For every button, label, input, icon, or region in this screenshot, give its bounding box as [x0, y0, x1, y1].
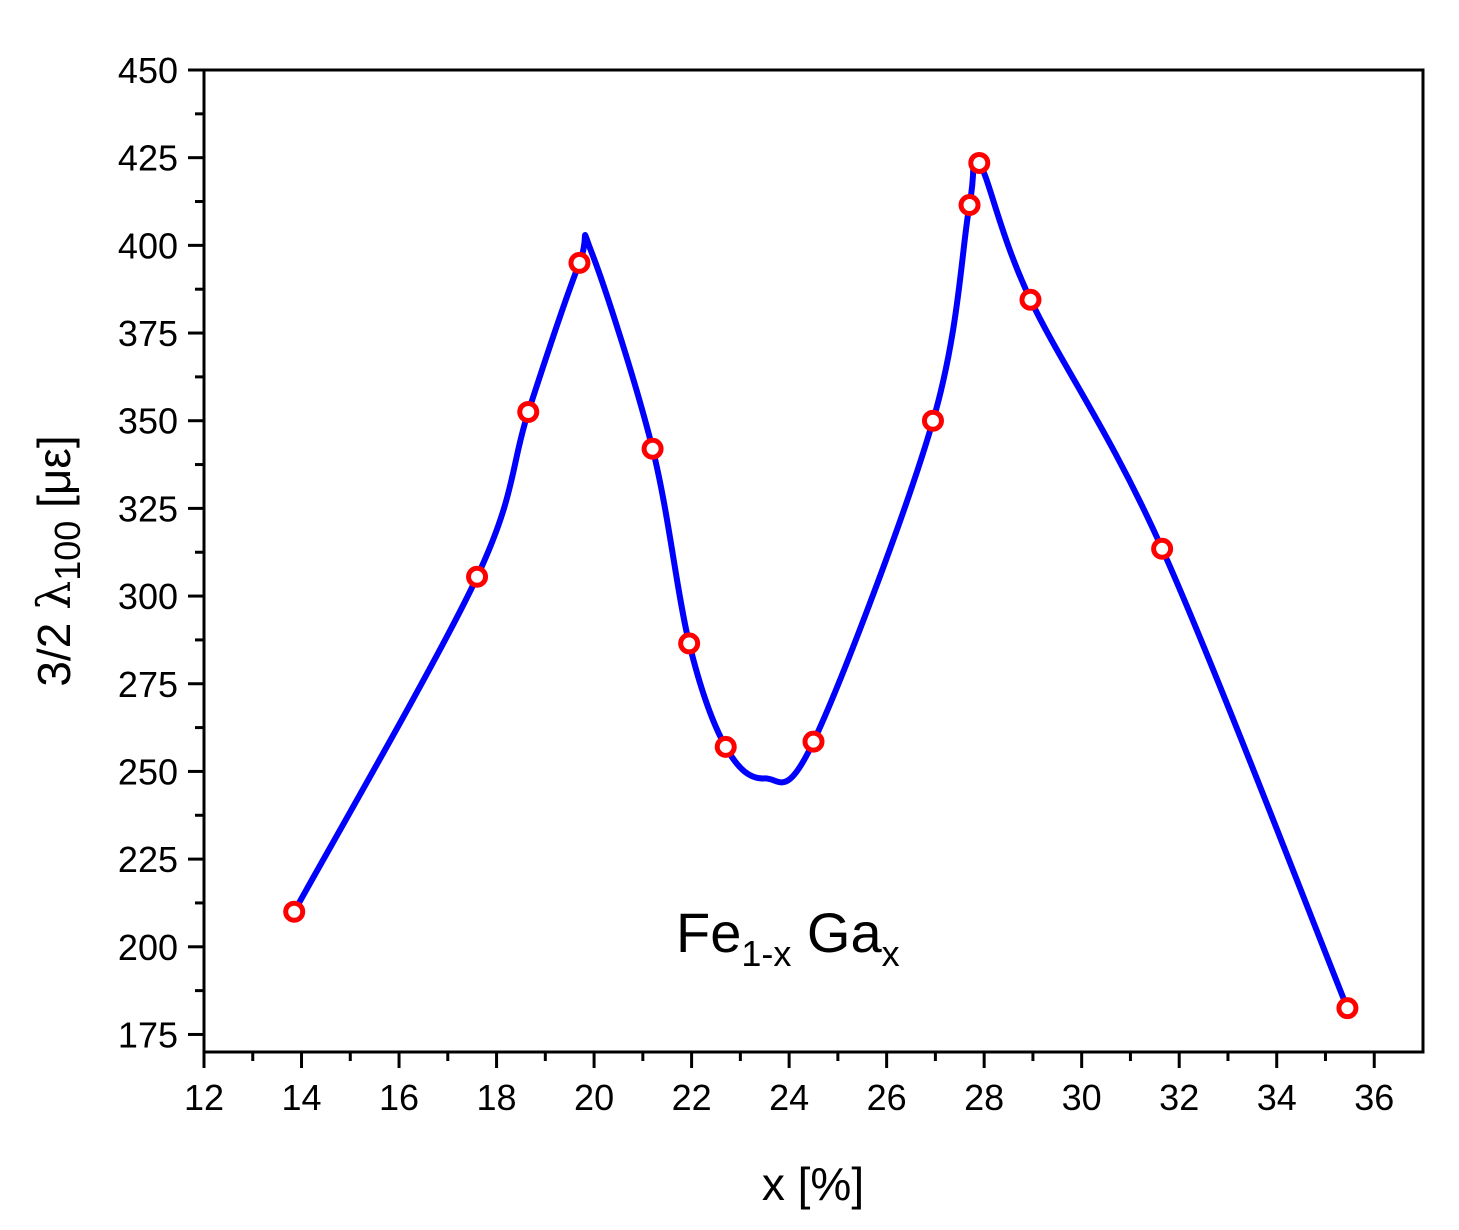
- y-axis-label-prefix: 3/2: [28, 610, 80, 687]
- data-point: [641, 437, 664, 460]
- y-tick-label: 225: [118, 839, 178, 880]
- data-point: [466, 565, 489, 588]
- y-tick-label: 250: [118, 751, 178, 792]
- x-tick-label: 36: [1354, 1077, 1394, 1118]
- formula-ga-subscript: x: [882, 933, 900, 974]
- x-tick-label: 24: [769, 1077, 809, 1118]
- data-point: [517, 400, 540, 423]
- y-axis-label: 3/2 λ100 [με]: [27, 435, 88, 686]
- y-tick-label: 175: [118, 1014, 178, 1055]
- data-point: [802, 730, 825, 753]
- x-tick-label: 14: [281, 1077, 321, 1118]
- data-point: [921, 409, 944, 432]
- data-point: [283, 900, 306, 923]
- fit-curve: [291, 153, 1351, 1012]
- y-axis-ticks: 175 200 225 250 275 300 325 350 375 400 425 450: [118, 50, 204, 1055]
- x-tick-label: 32: [1159, 1077, 1199, 1118]
- x-tick-label: 16: [379, 1077, 419, 1118]
- x-tick-label: 18: [477, 1077, 517, 1118]
- y-axis-label-symbol: λ: [27, 581, 81, 610]
- x-tick-label: 20: [574, 1077, 614, 1118]
- data-point: [958, 194, 981, 217]
- data-point: [968, 151, 991, 174]
- y-axis-label-subscript: 100: [47, 521, 88, 581]
- x-tick-label: 30: [1062, 1077, 1102, 1118]
- formula-ga: Ga: [791, 901, 882, 964]
- y-axis-label-suffix: [με]: [28, 435, 80, 520]
- data-point: [1151, 537, 1174, 560]
- data-point: [1336, 997, 1359, 1020]
- x-tick-label: 28: [964, 1077, 1004, 1118]
- y-tick-label: 200: [118, 927, 178, 968]
- x-tick-label: 22: [672, 1077, 712, 1118]
- y-tick-label: 450: [118, 50, 178, 91]
- x-axis-label: x [%]: [762, 1158, 864, 1210]
- x-tick-label: 34: [1257, 1077, 1297, 1118]
- x-tick-label: 26: [867, 1077, 907, 1118]
- data-points: [283, 151, 1359, 1020]
- formula-fe: Fe: [676, 901, 741, 964]
- data-point: [714, 735, 737, 758]
- x-axis-ticks: 12 14 16 18 20 22 24 26 28 30 32 34 36: [184, 1052, 1394, 1118]
- x-tick-label: 12: [184, 1077, 224, 1118]
- data-point: [1019, 288, 1042, 311]
- y-tick-label: 350: [118, 401, 178, 442]
- formula-fe-subscript: 1-x: [741, 933, 791, 974]
- y-tick-label: 275: [118, 664, 178, 705]
- y-tick-label: 325: [118, 488, 178, 529]
- annotation-formula: Fe1-x Gax: [676, 901, 900, 974]
- y-tick-label: 425: [118, 138, 178, 179]
- data-point: [678, 632, 701, 655]
- y-tick-label: 400: [118, 225, 178, 266]
- data-point: [568, 251, 591, 274]
- y-tick-label: 375: [118, 313, 178, 354]
- plot-frame: [202, 68, 1425, 1054]
- y-tick-label: 300: [118, 576, 178, 617]
